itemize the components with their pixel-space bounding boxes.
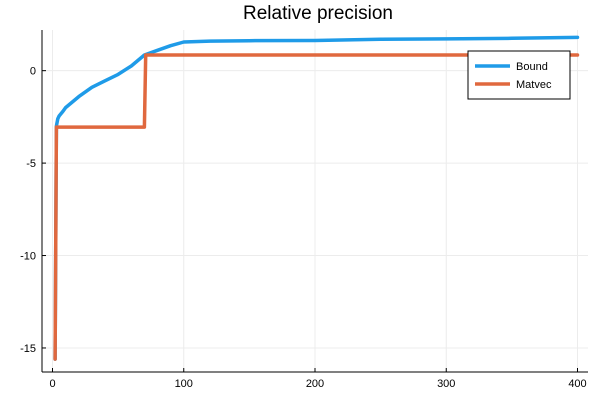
x-tick-label-0: 0: [49, 378, 55, 390]
y-tick-label-1: -5: [26, 158, 36, 170]
series-line-matvec: [53, 53, 580, 361]
legend-box: [467, 50, 571, 100]
legend: Bound Matvec: [467, 50, 571, 100]
x-tick-label-3: 300: [437, 378, 455, 390]
y-tick-label-3: -15: [20, 343, 36, 355]
legend-label-bound: Bound: [516, 61, 548, 73]
axes: [41, 30, 588, 373]
series-lines: [53, 35, 580, 361]
chart-title: Relative precision: [243, 3, 393, 24]
x-tick-label-1: 100: [175, 378, 193, 390]
y-tick-label-0: 0: [30, 66, 36, 78]
series-line-bound: [53, 35, 580, 361]
x-tick-label-4: 400: [568, 378, 586, 390]
legend-label-matvec: Matvec: [516, 79, 552, 91]
x-tick-label-2: 200: [306, 378, 324, 390]
y-tick-label-2: -10: [20, 251, 36, 263]
tick-labels: 0 100 200 300 400 0 -5 -10 -15: [20, 66, 587, 390]
grid: [42, 30, 588, 372]
